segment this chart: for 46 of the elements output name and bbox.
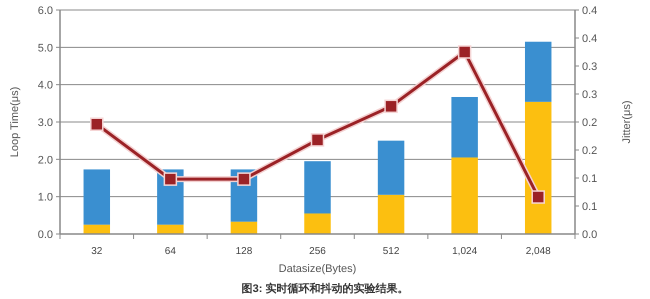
point [237,172,251,186]
bar [84,169,110,225]
bar [157,224,184,234]
y2-axis-title: Jitter(μs) [621,100,633,144]
point [458,45,472,59]
point [310,133,324,147]
y2-tick-label: 0.1 [582,173,598,185]
x-tick-label: 2,048 [526,246,552,257]
point [90,117,104,131]
bar [378,140,404,195]
y2-tick-label: 0.0 [582,229,598,241]
x-tick-label: 256 [309,246,326,257]
y2-tick-label: 0.3 [582,61,598,73]
y-tick-label: 6.0 [38,5,53,17]
y2-tick-label: 0.2 [582,145,598,157]
y-tick-label: 4.0 [38,80,53,92]
x-tick-label: 1,024 [452,246,478,257]
bar [524,102,552,234]
x-tick-label: 128 [236,246,253,257]
y2-tick-label: 0.1 [582,201,598,213]
x-tick-label: 64 [164,246,176,257]
bar [84,224,110,234]
y-tick-label: 0.0 [38,229,53,241]
y2-tick-label: 0.4 [582,5,598,17]
bar [451,157,478,234]
caption: 图3: 实时循环和抖动的实验结果。 [242,282,408,295]
bar [451,96,478,158]
y-axis-title: Loop Time(μs) [9,86,21,158]
bar [304,161,331,214]
y-tick-label: 3.0 [38,117,53,129]
point [531,190,545,204]
y2-tick-label: 0.4 [582,33,598,45]
x-tick-label: 512 [382,246,400,257]
y-tick-label: 2.0 [38,154,53,166]
y-tick-label: 5.0 [38,42,53,54]
point [164,172,178,186]
bar [378,194,404,234]
bar [524,42,552,102]
bar [230,222,258,234]
y2-tick-label: 0.2 [582,117,598,129]
y-tick-label: 1.0 [38,192,53,204]
x-axis-title: Datasize(Bytes) [278,263,356,275]
point [384,100,398,114]
y2-tick-label: 0.3 [582,89,598,101]
x-tick-label: 32 [91,246,103,257]
bar [304,213,331,234]
